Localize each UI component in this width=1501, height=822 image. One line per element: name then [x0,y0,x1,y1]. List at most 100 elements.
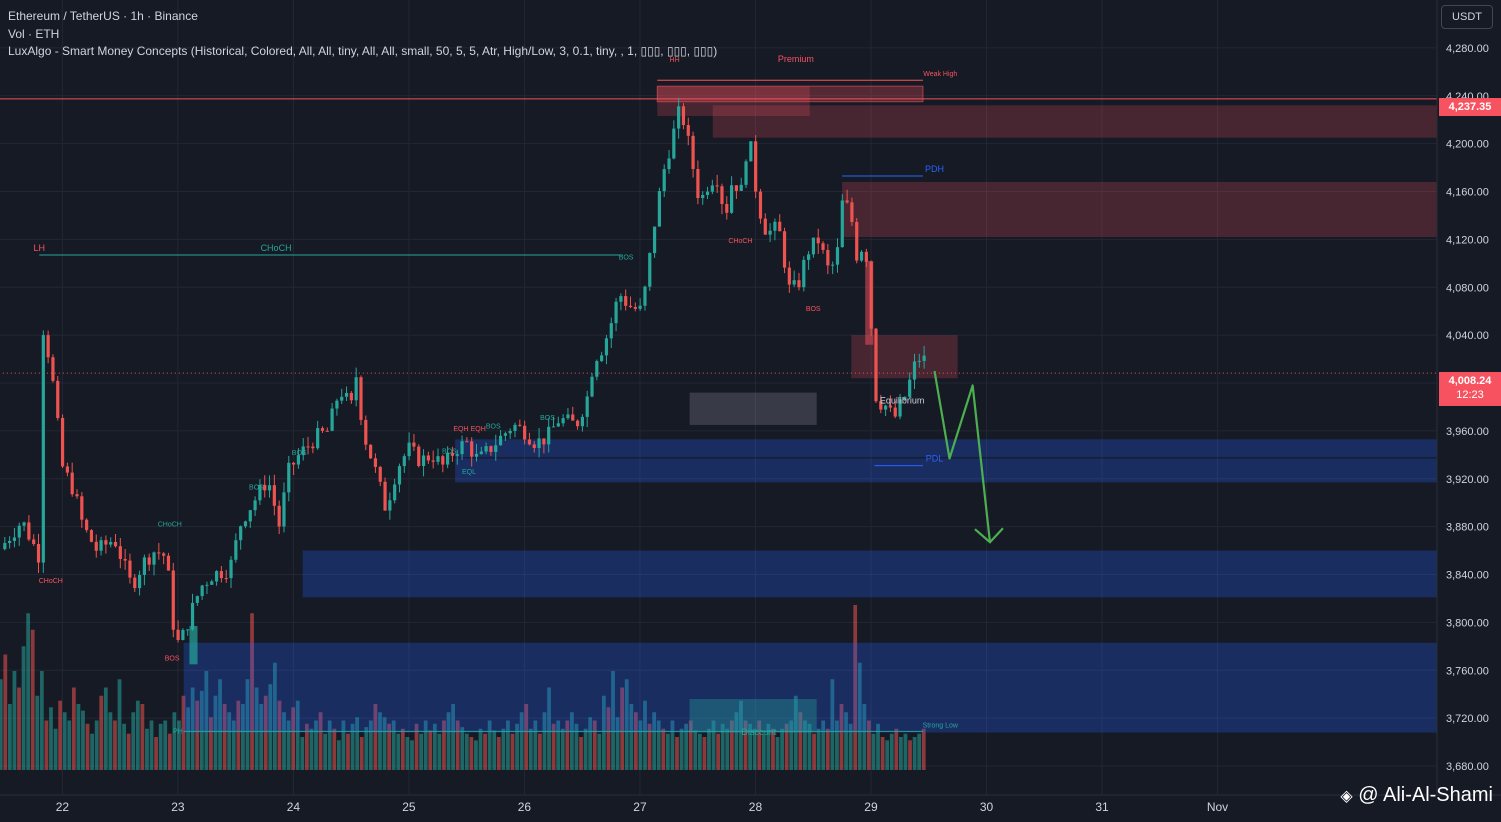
price-axis[interactable]: 3,680.00 3,720.00 3,760.00 3,800.00 3,840.00… [1436,0,1501,822]
volume-bar [720,723,725,770]
volume-bar [3,654,8,770]
volume-bar [231,720,236,770]
candle-body [672,128,676,159]
volume-bar [506,720,510,770]
current-price-value: 4,008.24 [1448,375,1492,387]
candle-body [518,424,522,426]
candle-body [373,458,378,467]
annotation-label: CHoCH [158,522,182,529]
candle-body [595,361,599,377]
candle-body [291,462,296,465]
volume-bar [94,720,99,770]
candle-body [542,438,546,445]
candle-body [547,426,551,445]
candle-body [513,424,517,431]
volume-bar [602,695,606,770]
volume-bar [405,737,410,770]
volume-bar [318,712,323,770]
annotation-label: BOS [165,656,180,663]
candle-body [186,629,190,631]
candle-body [267,485,272,491]
volume-bar [693,730,698,770]
candle-body [768,230,772,235]
time-tick-label: 25 [402,800,416,814]
candle-body [137,574,142,589]
level-label: PDH [925,164,944,174]
volume-bar [807,723,812,770]
volume-bar [259,704,264,770]
candle-body [3,543,7,550]
volume-bar [688,720,693,770]
volume-bar [729,720,734,770]
volume-bar [327,720,332,770]
level-label: Weak High [923,71,957,78]
volume-bar [368,720,373,770]
candle-body [455,454,459,456]
volume-bar [190,687,195,770]
time-tick-label: 27 [633,800,647,814]
annotation-label: BOS [619,255,634,262]
candles[interactable] [3,97,926,643]
volume-bar [364,727,369,770]
candle-body [229,559,233,579]
chart-title[interactable]: Ethereum / TetherUS · 1h · Binance [8,9,198,23]
candle-body [604,338,609,356]
candle-body [287,462,291,493]
volume-bar [286,720,291,770]
volume-bar [382,717,387,770]
volume-bar [624,679,629,770]
candle-body [710,185,714,192]
candle-body [609,323,613,339]
candle-body [51,357,55,381]
candle-body [855,221,859,261]
candle-body [831,264,835,266]
candle-body [667,158,671,170]
time-tick-label: 24 [287,800,301,814]
volume-bar [734,712,739,770]
projection-arrowhead [974,527,1004,544]
price-tick-label: 4,120.00 [1446,234,1489,246]
candle-body [272,485,276,506]
volume-bar [844,712,848,770]
volume-bar [218,679,222,770]
candle-body [816,237,820,244]
candle-body [922,355,926,361]
volume-indicator-label[interactable]: Vol · ETH [8,27,60,41]
candle-body [835,247,840,265]
volume-bar [49,707,53,770]
volume-bar [332,728,337,770]
candle-body [811,237,816,255]
candle-body [749,141,753,162]
candle-body [320,428,325,431]
candle-body [720,186,724,204]
volume-bar [145,728,149,770]
volume-bar [7,704,12,770]
volume-bar [350,723,355,770]
time-axis[interactable]: 22 23 24 25 26 27 28 29 30 31 Nov [0,794,1501,814]
volume-bar [195,700,200,770]
candle-body [701,194,705,199]
smc-indicator-label[interactable]: LuxAlgo - Smart Money Concepts (Historic… [8,44,718,58]
volume-bar [359,737,364,770]
volume-bar [245,679,250,770]
candle-body [316,428,320,449]
zone-demand [302,550,1437,598]
binance-logo-icon: ◈ [1340,788,1353,805]
candle-body [556,423,560,427]
zone-ob-green [189,626,198,665]
volume-bar [565,720,570,770]
bar-countdown: 12:23 [1456,389,1484,401]
volume-bar [469,737,474,770]
annotation-label: BOS [486,424,501,431]
candle-body [412,442,416,447]
currency-button[interactable]: USDT [1441,5,1493,29]
volume-bar [21,646,26,770]
volume-bar [725,728,730,770]
zone-supply [851,335,958,379]
zone-demand [455,458,1437,483]
volume-bar [652,712,657,770]
volume-bar [346,733,350,770]
volume-bar [103,687,108,770]
candle-body [89,530,94,542]
